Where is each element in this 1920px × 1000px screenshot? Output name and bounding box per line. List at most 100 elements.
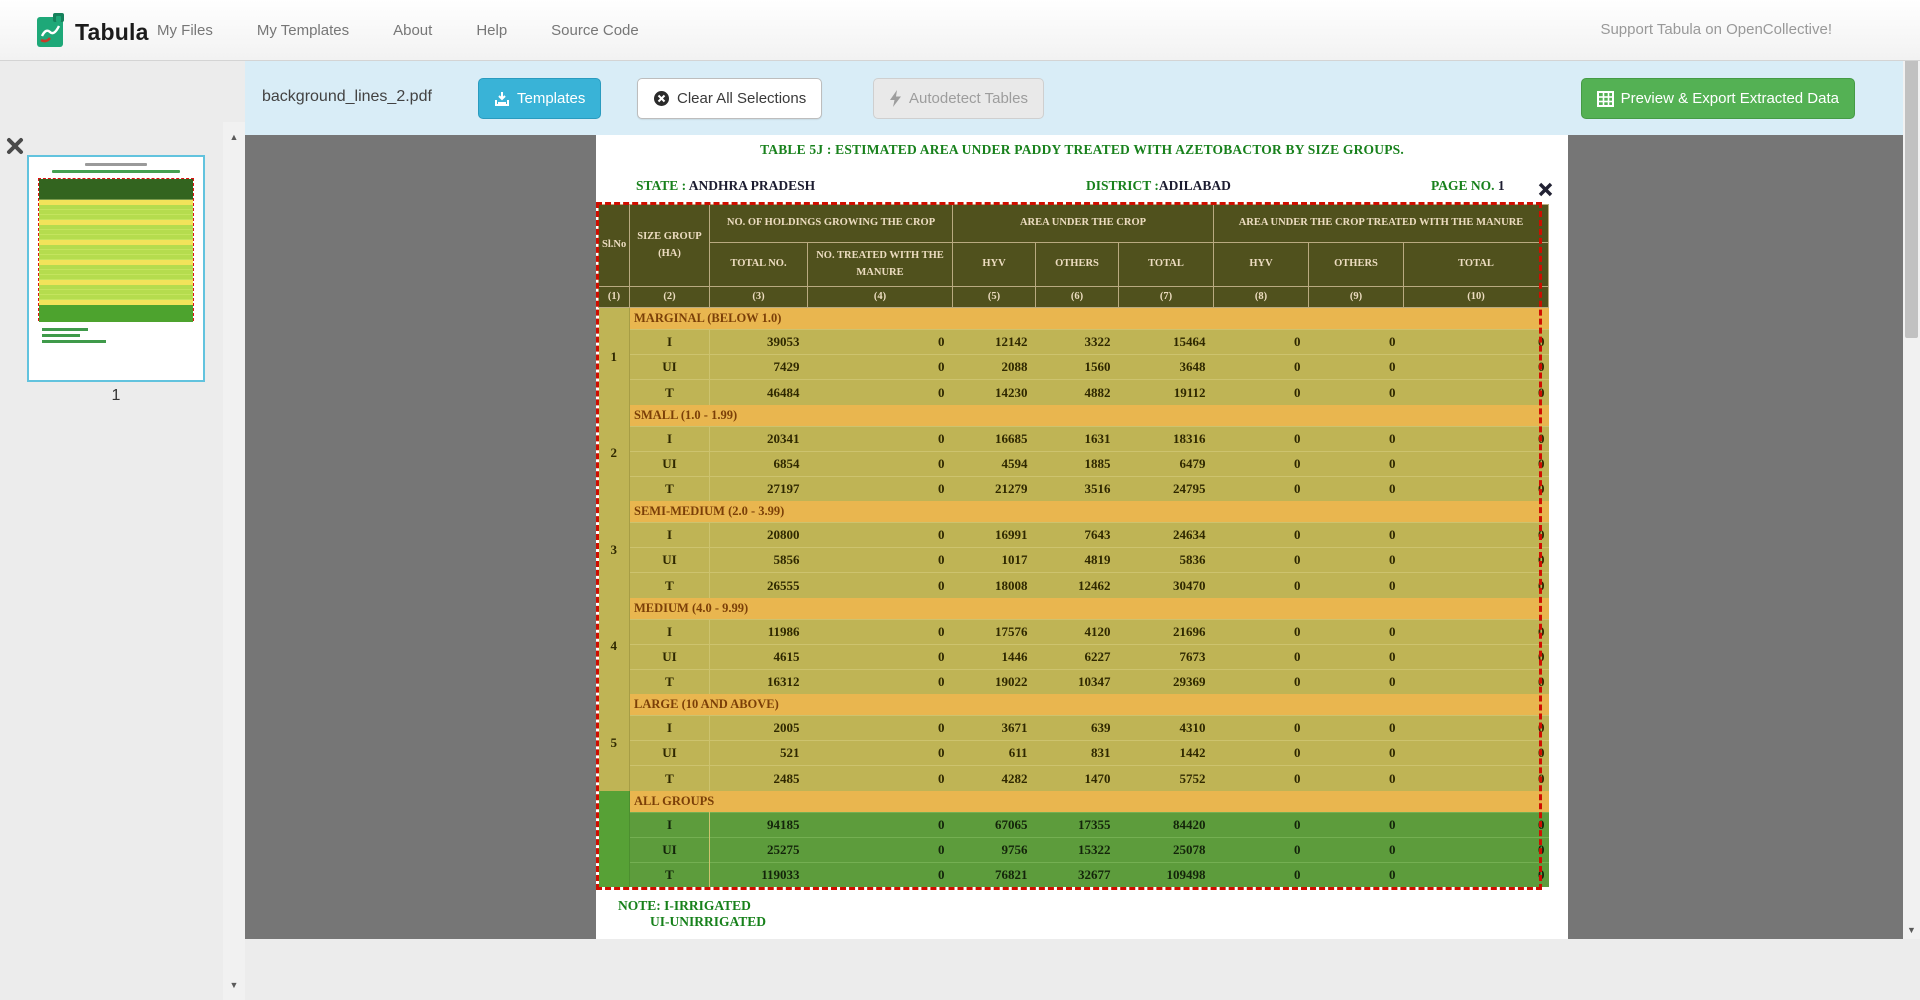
table-row: T 26555 0 18008 12462 30470 0 0 0 (599, 572, 1549, 598)
state-field: STATE : ANDHRA PRADESH (636, 178, 816, 193)
value-cell: 0 (807, 547, 953, 573)
page-thumbnail[interactable] (27, 155, 205, 382)
row-type-cell: T (629, 572, 710, 598)
autodetect-tables-button[interactable]: Autodetect Tables (873, 78, 1044, 119)
value-cell: 4594 (952, 450, 1036, 477)
value-cell: 15464 (1118, 329, 1214, 355)
value-cell: 1017 (952, 547, 1036, 573)
value-cell: 11986 (709, 618, 808, 645)
section-slno-cell: 2 (598, 404, 630, 502)
value-cell: 67065 (952, 811, 1036, 838)
row-type-cell: UI (629, 354, 710, 380)
row-type-cell: T (629, 379, 710, 405)
value-cell: 26555 (709, 572, 808, 598)
value-cell: 0 (807, 715, 953, 741)
value-cell: 7643 (1035, 522, 1119, 548)
table-row: UI 6854 0 4594 1885 6479 0 0 0 (599, 450, 1549, 477)
value-cell: 5752 (1118, 765, 1214, 791)
value-cell: 0 (1403, 715, 1549, 741)
row-type-cell: UI (629, 643, 710, 670)
value-cell: 16685 (952, 425, 1036, 452)
nav-link-help[interactable]: Help (476, 21, 508, 39)
nav-link-my-files[interactable]: My Files (157, 21, 213, 39)
column-number-row: (1) (2) (3) (4) (5) (6) (7) (8) (9) (10) (598, 285, 1550, 309)
clear-all-selections-label: Clear All Selections (677, 90, 807, 107)
thumbnail-selection[interactable] (38, 178, 194, 322)
header-hyv-1: HYV (952, 242, 1036, 287)
value-cell: 15322 (1035, 836, 1119, 863)
value-cell: 6854 (709, 450, 808, 477)
templates-button[interactable]: Templates (478, 78, 602, 119)
value-cell: 24634 (1118, 522, 1214, 548)
sidebar-scroll-down-icon[interactable]: ▼ (229, 980, 239, 990)
table-row: T 16312 0 19022 10347 29369 0 0 0 (599, 668, 1549, 695)
value-cell: 0 (1213, 379, 1309, 405)
nav-link-source-code[interactable]: Source Code (551, 21, 639, 39)
autodetect-tables-label: Autodetect Tables (909, 90, 1028, 107)
row-type-cell: T (629, 861, 710, 888)
row-type-cell: T (629, 475, 710, 502)
nav-links: My Files My Templates About Help Source … (157, 0, 639, 60)
value-cell: 0 (1308, 765, 1404, 791)
brand[interactable]: Tabula (36, 12, 149, 53)
value-cell: 0 (807, 861, 953, 888)
remove-selection-button[interactable] (1538, 182, 1553, 197)
table-section: 3 SEMI-MEDIUM (2.0 - 3.99) I 20800 0 16991 764… (598, 501, 1549, 598)
value-cell: 0 (1213, 354, 1309, 380)
row-type-cell: T (629, 765, 710, 791)
support-tabula-link[interactable]: Support Tabula on OpenCollective! (1600, 21, 1832, 38)
row-type-cell: UI (629, 547, 710, 573)
value-cell: 0 (1213, 618, 1309, 645)
value-cell: 0 (1308, 715, 1404, 741)
document-toolbar: background_lines_2.pdf Templates Clear A… (245, 61, 1903, 135)
value-cell: 25275 (709, 836, 808, 863)
value-cell: 32677 (1035, 861, 1119, 888)
value-cell: 639 (1035, 715, 1119, 741)
section-band-label: MEDIUM (4.0 - 9.99) (629, 597, 1549, 620)
value-cell: 0 (1308, 811, 1404, 838)
value-cell: 0 (1213, 861, 1309, 888)
nav-link-about[interactable]: About (393, 21, 433, 39)
sidebar-scroll-up-icon[interactable]: ▲ (229, 132, 239, 142)
value-cell: 0 (1308, 450, 1404, 477)
value-cell: 1446 (952, 643, 1036, 670)
main-scrollbar[interactable]: ▲ ▼ (1903, 0, 1920, 939)
value-cell: 7673 (1118, 643, 1214, 670)
pdf-viewer: TABLE 5J : ESTIMATED AREA UNDER PADDY TR… (245, 135, 1903, 939)
preview-export-button[interactable]: Preview & Export Extracted Data (1580, 78, 1855, 119)
clear-all-selections-button[interactable]: Clear All Selections (637, 78, 823, 119)
row-type-cell: UI (629, 450, 710, 477)
main-scrollbar-thumb[interactable] (1905, 38, 1918, 338)
value-cell: 0 (1403, 765, 1549, 791)
value-cell: 18316 (1118, 425, 1214, 452)
value-cell: 1631 (1035, 425, 1119, 452)
value-cell: 0 (807, 450, 953, 477)
value-cell: 3671 (952, 715, 1036, 741)
value-cell: 9756 (952, 836, 1036, 863)
table-selection-overlay[interactable] (596, 182, 1553, 890)
sidebar-scrollbar[interactable]: ▲ ▼ (223, 122, 245, 1000)
thumb-title-line (85, 163, 147, 166)
value-cell: 16312 (709, 668, 808, 695)
main-scroll-down-icon[interactable]: ▼ (1907, 925, 1916, 935)
table-section: 5 LARGE (10 AND ABOVE) I 2005 0 3671 639 4310 0 0… (598, 694, 1549, 791)
templates-button-label: Templates (517, 90, 586, 107)
value-cell: 7429 (709, 354, 808, 380)
value-cell: 0 (1403, 522, 1549, 548)
table-row: I 94185 0 67065 17355 84420 0 0 0 (599, 811, 1549, 838)
value-cell: 0 (1213, 475, 1309, 502)
row-type-cell: I (629, 425, 710, 452)
value-cell: 1560 (1035, 354, 1119, 380)
nav-link-my-templates[interactable]: My Templates (256, 21, 350, 39)
value-cell: 39053 (709, 329, 808, 355)
value-cell: 12142 (952, 329, 1036, 355)
value-cell: 0 (1403, 836, 1549, 863)
value-cell: 0 (807, 475, 953, 502)
value-cell: 0 (1308, 740, 1404, 766)
page-number-value: 1 (1497, 178, 1505, 193)
section-slno-cell: 1 (598, 307, 630, 405)
pdf-page[interactable]: TABLE 5J : ESTIMATED AREA UNDER PADDY TR… (596, 135, 1568, 939)
remove-page-button[interactable] (6, 137, 24, 155)
value-cell: 0 (1403, 425, 1549, 452)
value-cell: 4819 (1035, 547, 1119, 573)
